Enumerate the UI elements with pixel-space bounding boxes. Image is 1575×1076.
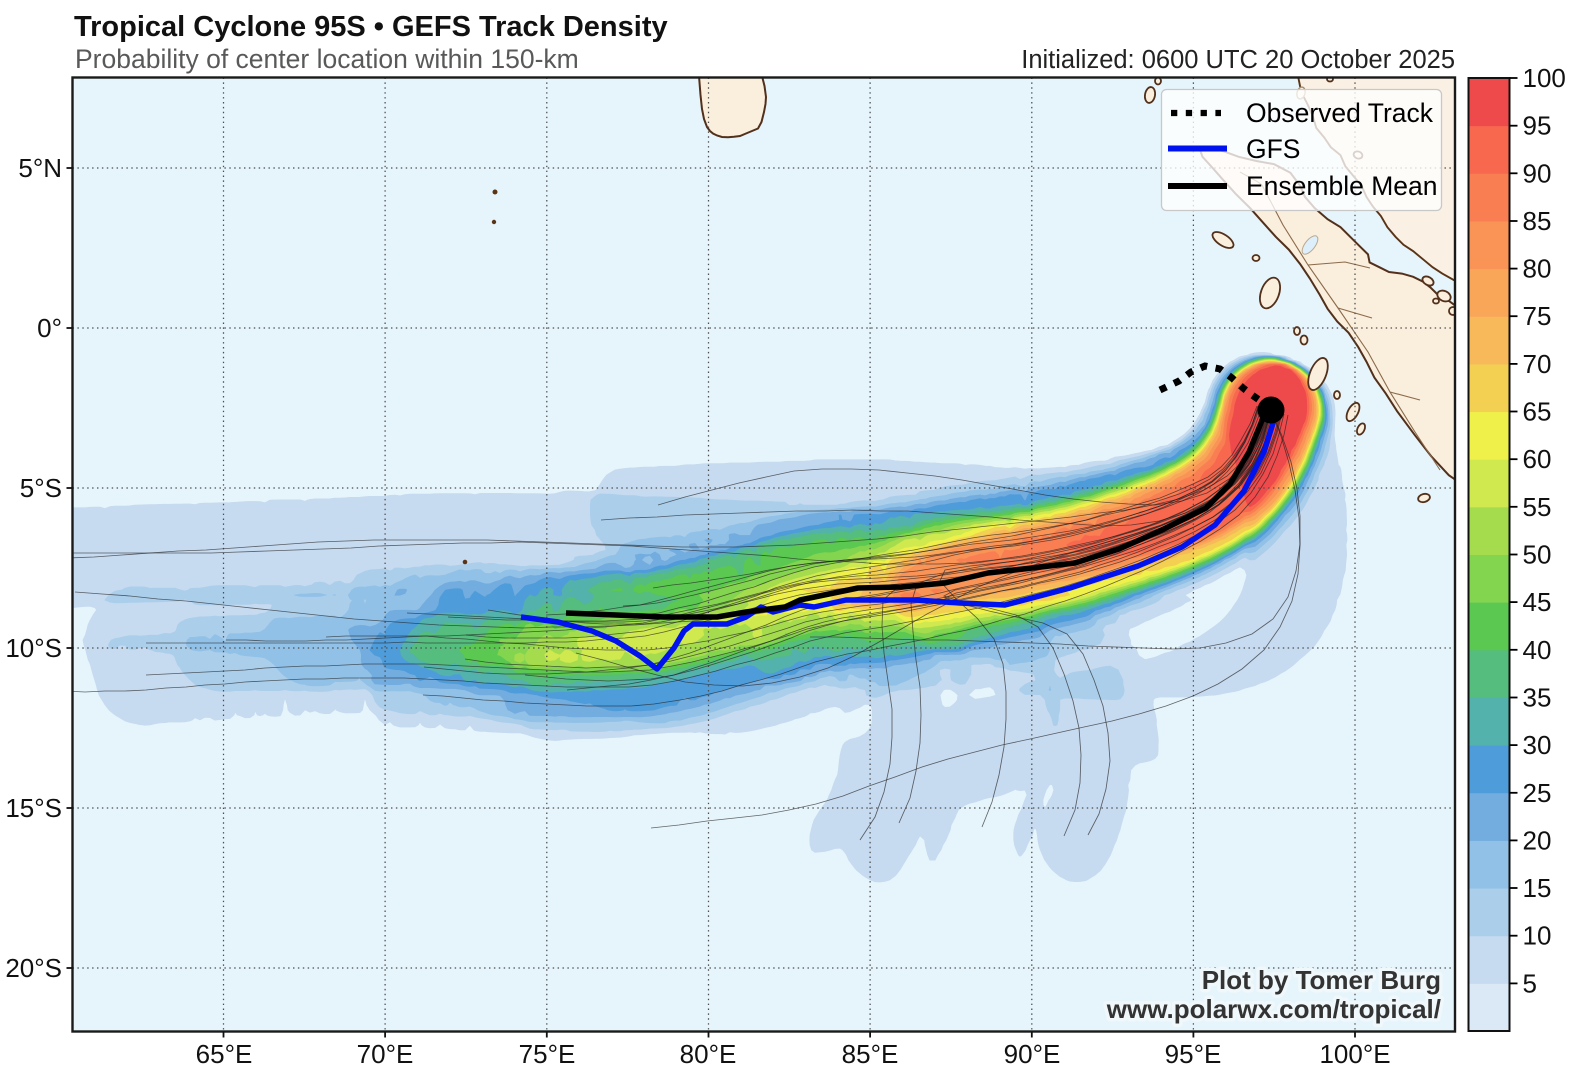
svg-text:100°E: 100°E [1319,1039,1390,1069]
svg-text:GFS: GFS [1246,134,1300,164]
svg-text:20: 20 [1523,825,1552,855]
svg-text:95: 95 [1523,111,1552,141]
svg-text:5°S: 5°S [20,473,62,503]
svg-text:20°S: 20°S [5,953,62,983]
svg-text:95°E: 95°E [1165,1039,1222,1069]
svg-text:15°S: 15°S [5,793,62,823]
svg-text:0°: 0° [37,313,62,343]
svg-text:5: 5 [1523,968,1537,998]
svg-text:25: 25 [1523,778,1552,808]
svg-text:15: 15 [1523,873,1552,903]
svg-text:Plot by Tomer Burg: Plot by Tomer Burg [1202,965,1441,995]
svg-text:Initialized: 0600 UTC 20 Octob: Initialized: 0600 UTC 20 October 2025 [1021,46,1455,74]
svg-text:55: 55 [1523,492,1552,522]
svg-text:www.polarwx.com/tropical/: www.polarwx.com/tropical/ [1106,994,1441,1024]
svg-text:60: 60 [1523,444,1552,474]
svg-text:80: 80 [1523,254,1552,284]
svg-text:10°S: 10°S [5,633,62,663]
svg-text:75°E: 75°E [519,1039,576,1069]
svg-text:85°E: 85°E [842,1039,899,1069]
svg-text:75: 75 [1523,301,1552,331]
svg-text:Probability of center location: Probability of center location within 15… [75,44,579,74]
svg-text:80°E: 80°E [680,1039,737,1069]
svg-text:65: 65 [1523,397,1552,427]
svg-text:70°E: 70°E [357,1039,414,1069]
svg-text:Ensemble Mean: Ensemble Mean [1246,171,1438,201]
svg-text:50: 50 [1523,540,1552,570]
svg-text:Tropical Cyclone 95S • GEFS Tr: Tropical Cyclone 95S • GEFS Track Densit… [74,11,668,43]
svg-text:Observed Track: Observed Track [1246,98,1434,128]
svg-text:45: 45 [1523,587,1552,617]
svg-text:70: 70 [1523,349,1552,379]
svg-text:40: 40 [1523,635,1552,665]
svg-text:100: 100 [1523,63,1566,93]
svg-text:30: 30 [1523,730,1552,760]
svg-text:90°E: 90°E [1004,1039,1061,1069]
svg-text:5°N: 5°N [18,153,62,183]
svg-text:65°E: 65°E [196,1039,253,1069]
svg-text:85: 85 [1523,206,1552,236]
svg-text:10: 10 [1523,921,1552,951]
svg-text:90: 90 [1523,158,1552,188]
svg-text:35: 35 [1523,683,1552,713]
